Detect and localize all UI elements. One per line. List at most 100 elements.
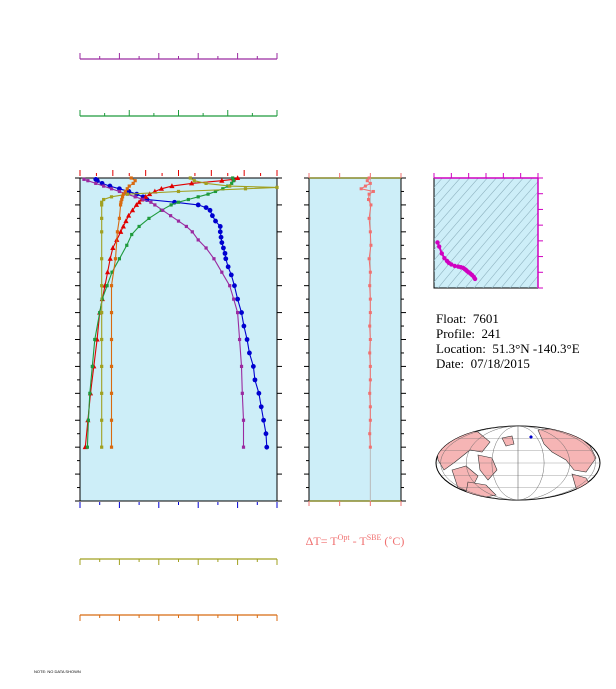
delta-t-panel: ΔT= TOpt - TSBE (˚C) (304, 173, 406, 548)
temperature-point (219, 177, 225, 183)
fluorescence-point (100, 418, 104, 422)
backscatter-series (109, 176, 137, 449)
backscatter-point (113, 257, 118, 261)
isopycnal-line (434, 178, 461, 209)
fluorescence-point (100, 310, 104, 315)
isopycnal-line (464, 201, 538, 288)
delta-t-point (369, 203, 373, 207)
oxygen-point (90, 364, 94, 369)
isopycnal-line (536, 286, 538, 288)
delta-t-point (368, 391, 372, 395)
delta-t-point (363, 184, 367, 188)
oxygen-point (125, 243, 129, 247)
temperature-point (104, 269, 111, 275)
fluorescence-point (100, 364, 104, 369)
fluorescence-point (100, 203, 104, 207)
backscatter-point (133, 179, 137, 183)
salinity-point (256, 390, 262, 396)
salinity-axis (79, 502, 278, 508)
delta-t-point (368, 311, 372, 315)
backscatter-point (109, 445, 114, 449)
fluorescence-series (100, 176, 279, 449)
salinity-point (232, 283, 237, 289)
isopycnal-line (556, 158, 616, 298)
ts-point (439, 251, 444, 256)
landmass (465, 481, 497, 499)
fluorescence-point (100, 257, 104, 261)
oxygen-point (213, 189, 218, 194)
isopycnal-line (434, 178, 506, 261)
salinity-point (222, 250, 228, 256)
isopycnal-line (547, 158, 616, 298)
nitrate-point (102, 184, 106, 188)
landmass (477, 454, 498, 481)
isopycnal-line (434, 178, 452, 199)
location-globe-map (435, 425, 601, 501)
ts-plot-area (433, 177, 539, 289)
temperature-point (110, 245, 116, 250)
delta-t-point (368, 284, 372, 288)
float-value: 7601 (472, 311, 499, 326)
float-location-marker (529, 435, 533, 439)
backscatter-point (109, 364, 114, 369)
oxygen-point (169, 203, 173, 207)
salinity-point (223, 256, 229, 262)
nitrate-point (236, 310, 240, 315)
delta-t-point (367, 176, 371, 180)
temperature-point (158, 185, 165, 191)
salinity-point (261, 417, 267, 423)
isopycnal-line (434, 178, 488, 240)
fluorescence-point (100, 200, 104, 204)
date-label: Date: (436, 356, 465, 371)
backscatter-point (120, 197, 124, 202)
salinity-point (207, 207, 213, 213)
oxygen-point (86, 418, 90, 422)
temperature-point (136, 199, 142, 205)
oxygen-point (85, 445, 89, 449)
isopycnal-line (538, 158, 616, 298)
delta-t-point (368, 181, 372, 185)
ts-diagram-panel (433, 158, 616, 298)
isopycnal-line (509, 253, 538, 288)
salinity-point (244, 337, 250, 342)
fluorescence-point (188, 176, 192, 180)
nitrate-point (161, 208, 165, 212)
oxygen-axis (79, 110, 278, 117)
delta-t-point (366, 198, 370, 202)
temperature-point (147, 191, 153, 197)
oxygen-point (93, 337, 97, 342)
delta-t-point (369, 243, 373, 247)
float-label: Float: (436, 311, 467, 326)
oxygen-point (137, 224, 141, 229)
backscatter-point (109, 284, 114, 288)
backscatter-point (118, 203, 123, 207)
fluorescence-point (176, 189, 181, 194)
oxygen-point (221, 187, 225, 191)
delta-t-point (359, 187, 363, 191)
salinity-point (219, 240, 225, 246)
oxygen-point (196, 195, 200, 199)
salinity-point (225, 264, 231, 270)
isopycnal-line (574, 158, 616, 298)
isopycnal-line (437, 178, 533, 288)
salinity-point (218, 234, 224, 240)
backscatter-point (121, 192, 125, 196)
isopycnal-line (565, 158, 616, 298)
salinity-point (217, 224, 223, 229)
fluorescence-point (204, 181, 208, 185)
fluorescence-point (275, 185, 279, 190)
nitrate-point (241, 445, 246, 449)
isopycnal-line (473, 212, 538, 288)
oxygen-point (88, 391, 92, 395)
nitrate-point (232, 297, 236, 301)
backscatter-point (109, 391, 114, 395)
fluorescence-point (125, 192, 129, 196)
ts-point (437, 244, 442, 249)
date-value: 07/18/2015 (470, 356, 530, 371)
salinity-point (252, 377, 258, 383)
dt-label-part: - T (350, 534, 368, 548)
temperature-point (123, 218, 129, 224)
nitrate-point (196, 238, 200, 242)
delta-t-point (367, 192, 371, 196)
backscatter-point (109, 418, 114, 422)
